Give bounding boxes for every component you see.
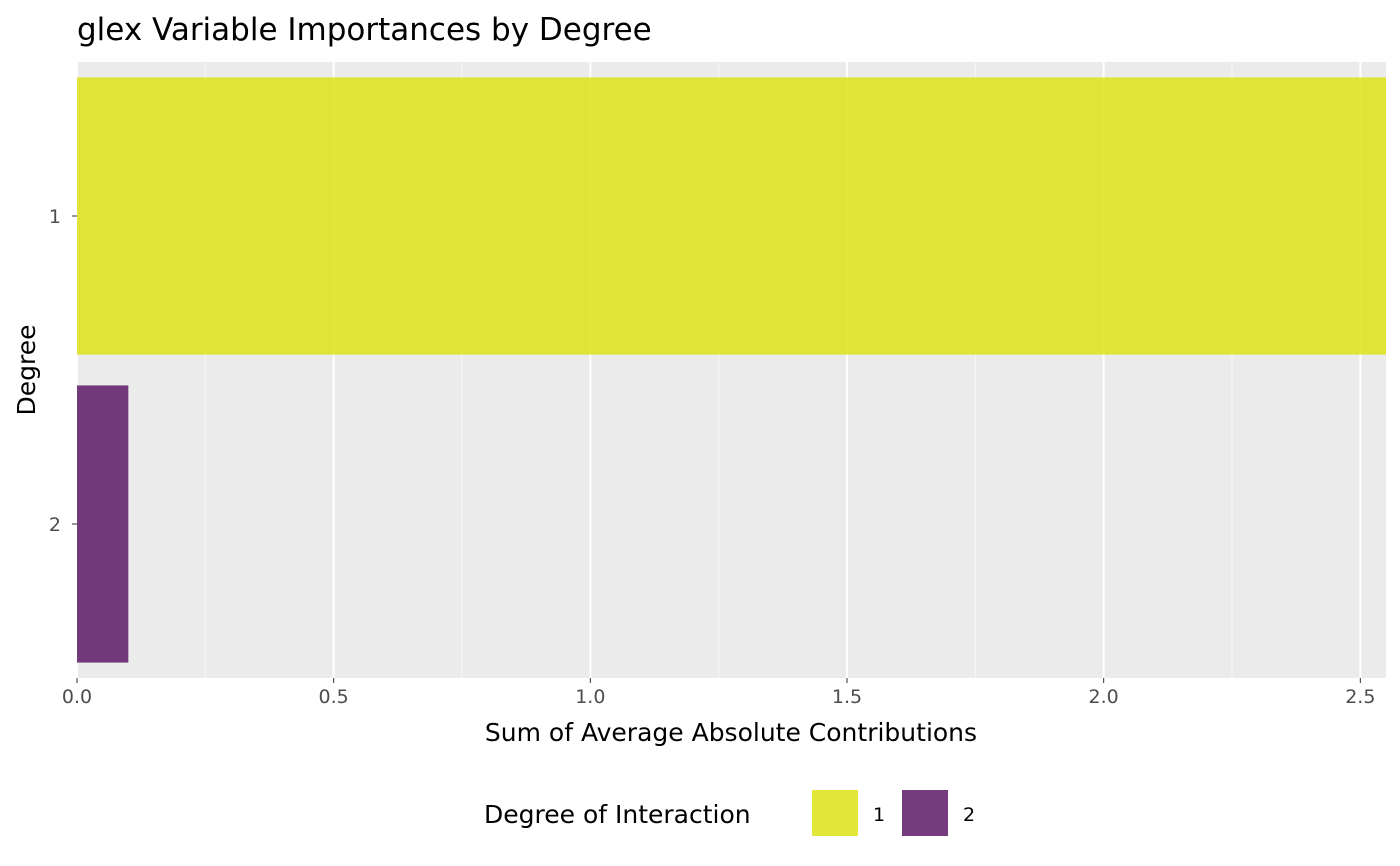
x-tick-label: 0.0 xyxy=(62,686,92,708)
x-axis-title: Sum of Average Absolute Contributions xyxy=(485,718,977,747)
legend-title: Degree of Interaction xyxy=(484,800,751,829)
legend-label: 1 xyxy=(873,804,885,826)
legend-key-2 xyxy=(902,790,948,836)
bar-degree-2 xyxy=(77,385,129,663)
y-tick-label: 2 xyxy=(49,514,61,536)
legend: Degree of Interaction 1 2 xyxy=(484,790,975,836)
bars xyxy=(77,77,1386,663)
x-tick-label: 2.0 xyxy=(1089,686,1119,708)
legend-key-1 xyxy=(812,790,858,836)
x-tick-label: 1.0 xyxy=(575,686,605,708)
legend-label: 2 xyxy=(963,804,975,826)
y-axis-title: Degree xyxy=(12,325,41,416)
bar-degree-1 xyxy=(77,77,1386,355)
x-tick-label: 0.5 xyxy=(319,686,349,708)
chart-title: glex Variable Importances by Degree xyxy=(77,12,652,48)
x-tick-label: 1.5 xyxy=(832,686,862,708)
x-tick-label: 2.5 xyxy=(1345,686,1375,708)
y-axis-ticks: 12 xyxy=(49,206,77,536)
x-axis-ticks: 0.0 0.5 1.0 1.5 2.0 2.5 xyxy=(62,678,1375,708)
y-tick-label: 1 xyxy=(49,206,61,228)
